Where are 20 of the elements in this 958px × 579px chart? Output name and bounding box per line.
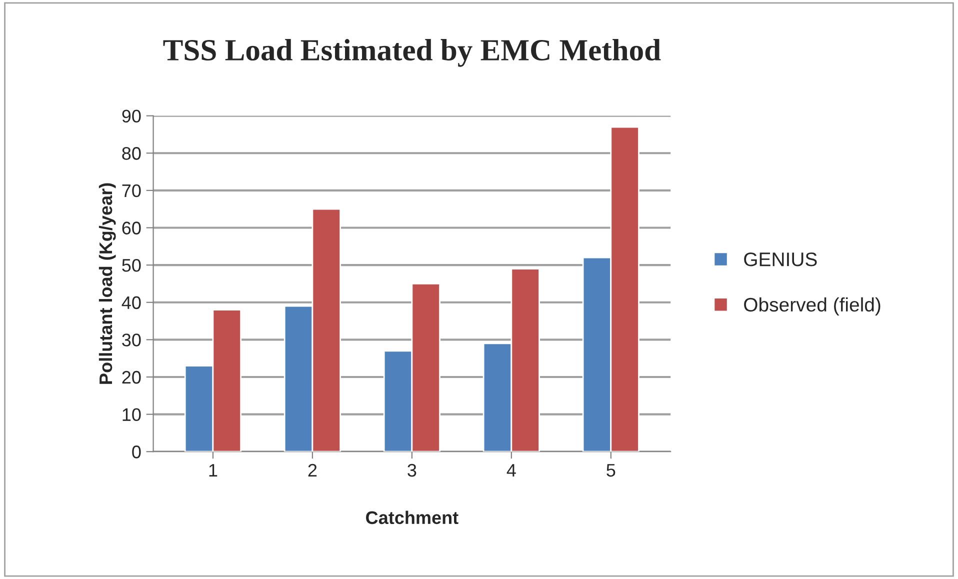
y-axis-title: Pollutant load (Kg/year) [98,183,116,384]
y-tick-label: 80 [122,147,141,160]
y-tick-label: 20 [122,370,141,384]
y-tick-label: 10 [122,408,141,422]
x-axis-title: Catchment [366,510,458,524]
x-tick-label: 1 [209,464,218,477]
y-tick-label: 0 [132,446,141,458]
x-tick-label: 4 [506,464,516,477]
y-tick-label: 90 [122,110,141,123]
legend-label: Observed (field) [744,297,880,316]
x-tick-label: 5 [606,464,616,477]
y-tick-label: 40 [122,296,141,310]
chart-title: TSS Load Estimated by EMC Method [163,39,661,67]
x-tick-label: 2 [308,464,317,477]
y-tick-label: 30 [122,334,141,346]
y-tick-label: 60 [122,222,141,234]
y-tick-label: 50 [122,258,141,272]
y-tick-label: 70 [122,184,141,198]
legend-label: GENIUS [744,252,817,266]
x-tick-label: 3 [408,464,416,477]
